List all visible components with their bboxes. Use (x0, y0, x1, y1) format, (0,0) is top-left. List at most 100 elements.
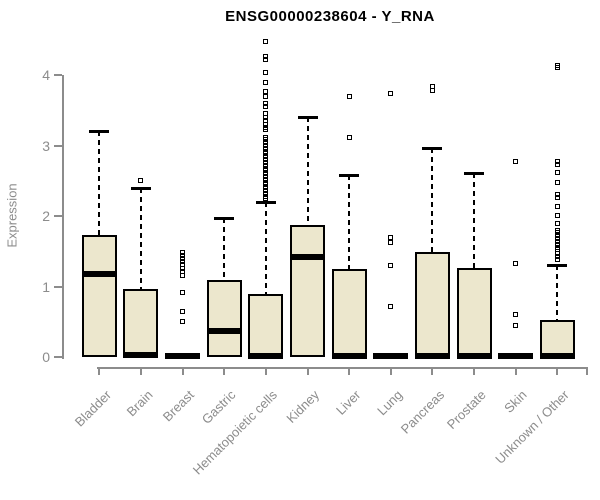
outlier-point (554, 236, 560, 242)
box-prostate (456, 268, 492, 357)
whisker-cap-gastric (214, 217, 235, 221)
x-axis-tick (556, 367, 559, 375)
y-tick-label: 1 (42, 278, 50, 295)
median-bladder (81, 270, 117, 277)
whisker-cap-bladder (89, 130, 110, 134)
outlier-point (554, 162, 560, 168)
outlier-point (180, 309, 186, 315)
x-axis-tick (306, 367, 309, 375)
outlier-point (263, 151, 269, 157)
median-pancreas (414, 352, 450, 359)
outlier-point (263, 145, 269, 151)
outlier-point (263, 185, 269, 191)
y-axis-tick (54, 356, 62, 358)
outlier-point (263, 137, 269, 143)
outlier-point (554, 159, 560, 165)
box-bladder (81, 235, 117, 357)
outlier-point (263, 143, 269, 148)
median-brain (123, 351, 159, 358)
outlier-point (554, 62, 560, 68)
x-axis-tick (473, 367, 476, 375)
x-axis-line (97, 367, 588, 369)
outlier-point (263, 171, 269, 177)
outlier-point (263, 39, 269, 45)
outlier-point (263, 104, 269, 110)
outlier-point (554, 257, 560, 263)
whisker-cap-hematopoietic-cells (255, 200, 276, 204)
outlier-point (554, 170, 560, 176)
y-tick-label: 3 (42, 137, 50, 154)
outlier-point (388, 262, 394, 268)
outlier-point (263, 179, 269, 185)
box-kidney (290, 225, 325, 357)
outlier-point (263, 168, 269, 174)
x-axis-tick (514, 367, 517, 375)
x-tick-label-bladder: Bladder (71, 387, 114, 430)
x-axis-tick (181, 367, 184, 375)
box-pancreas (414, 251, 450, 357)
outlier-point (554, 230, 560, 236)
outlier-point (513, 312, 519, 318)
box-gastric (206, 280, 242, 357)
whisker-bladder (98, 131, 101, 236)
outlier-point (388, 90, 394, 96)
whisker-cap-prostate (464, 171, 485, 175)
x-axis-tick (389, 367, 392, 375)
outlier-point (263, 188, 269, 194)
outlier-point (554, 195, 560, 201)
outlier-point (138, 178, 144, 184)
y-tick-label: 2 (42, 208, 50, 224)
outlier-point (263, 159, 269, 165)
outlier-point (554, 241, 560, 247)
x-axis-tick (223, 367, 226, 375)
x-tick-label-skin: Skin (501, 387, 531, 416)
x-axis-tick (139, 367, 142, 375)
x-axis-tick (264, 367, 267, 375)
x-tick-label-prostate: Prostate (443, 387, 489, 433)
outlier-point (263, 148, 269, 154)
outlier-point (554, 65, 560, 71)
x-axis-tick (348, 367, 351, 375)
outlier-point (513, 322, 519, 328)
outlier-point (263, 93, 269, 99)
outlier-point (554, 179, 560, 185)
whisker-cap-unknown-other (547, 264, 568, 268)
outlier-point (554, 254, 560, 260)
outlier-point (263, 124, 269, 130)
outlier-point (429, 88, 435, 93)
median-prostate (456, 352, 492, 359)
outlier-point (180, 290, 186, 296)
median-hematopoietic-cells (248, 352, 284, 359)
whisker-cap-pancreas (422, 146, 443, 150)
whisker-hematopoietic-cells (264, 201, 267, 295)
whisker-pancreas (431, 147, 434, 252)
x-tick-label-unknown-other: Unknown / Other (492, 387, 572, 467)
x-tick-label-brain: Brain (123, 387, 156, 420)
outlier-point (263, 69, 269, 75)
outlier-point (388, 304, 394, 310)
whisker-cap-brain (130, 186, 151, 190)
outlier-point (180, 319, 186, 325)
whisker-gastric (223, 218, 226, 281)
y-axis-title: Expression (4, 183, 20, 248)
whisker-unknown-other (556, 265, 559, 321)
x-tick-label-gastric: Gastric (198, 387, 239, 427)
outlier-point (554, 244, 560, 250)
outlier-point (263, 154, 269, 160)
outlier-point (554, 238, 560, 244)
outlier-point (180, 255, 186, 261)
outlier-point (554, 212, 560, 218)
y-tick-label: 0 (42, 349, 50, 365)
y-axis-tick (54, 285, 62, 288)
outlier-point (554, 227, 560, 233)
x-tick-label-pancreas: Pancreas (397, 387, 447, 437)
outlier-point (513, 260, 519, 266)
median-skin (498, 352, 534, 359)
x-axis-tick (98, 367, 101, 375)
y-axis-tick (54, 215, 62, 217)
outlier-point (388, 239, 394, 245)
median-liver (331, 352, 367, 359)
median-breast (165, 352, 201, 359)
outlier-point (554, 233, 560, 239)
